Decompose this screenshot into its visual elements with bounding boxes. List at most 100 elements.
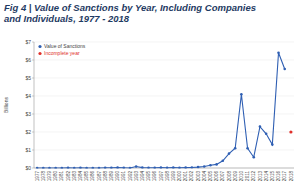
- x-tick-label: 1994: [140, 171, 145, 182]
- point: [98, 167, 101, 169]
- x-tick-label: 2006: [214, 171, 219, 182]
- x-tick-label: 2003: [196, 171, 201, 182]
- tick-label: $5: [25, 75, 31, 81]
- point: [178, 167, 181, 169]
- x-tick-label: 2001: [183, 171, 188, 182]
- x-tick-label: 1981: [59, 171, 64, 182]
- grid-line: [34, 132, 294, 133]
- x-tick-label: 1999: [171, 171, 176, 182]
- x-tick-label: 2002: [189, 171, 194, 182]
- x-tick-label: 2016: [276, 171, 281, 182]
- y-label: Billions: [3, 97, 9, 113]
- x-tick-label: 2008: [227, 171, 232, 182]
- title-line: Fig 4 | Value of Sanctions by Year, Incl…: [4, 2, 256, 13]
- point: [222, 160, 225, 163]
- point: [42, 167, 45, 169]
- point: [135, 165, 138, 168]
- title-line: and Individuals, 1977 - 2018: [4, 13, 130, 24]
- point: [122, 167, 125, 169]
- point: [246, 147, 249, 150]
- tick-label: $7: [25, 39, 31, 45]
- title: Fig 4 | Value of Sanctions by Year, Incl…: [4, 2, 256, 24]
- point: [79, 167, 82, 169]
- grid-line: [34, 96, 294, 97]
- x-tick-label: 2005: [208, 171, 213, 182]
- point: [141, 166, 144, 168]
- grid-line: [34, 114, 294, 115]
- x-tick-label: 1978: [41, 171, 46, 182]
- point: [240, 93, 243, 96]
- x-tick-label: 1980: [53, 171, 58, 182]
- chart: Fig 4 | Value of Sanctions by Year, Incl…: [0, 0, 300, 193]
- x-tick-label: 2017: [282, 171, 287, 182]
- x-tick-label: 2009: [233, 171, 238, 182]
- point: [147, 167, 150, 169]
- x-tick-label: 1983: [72, 171, 77, 182]
- point: [48, 167, 51, 169]
- point: [289, 130, 292, 133]
- x-tick-label: 1984: [78, 171, 83, 182]
- x-tick-label: 1979: [47, 171, 52, 182]
- point: [209, 164, 212, 167]
- x-tick-label: 1996: [152, 171, 157, 182]
- tick-label: $0: [25, 165, 31, 171]
- point: [215, 163, 218, 166]
- point: [277, 52, 280, 55]
- point: [203, 165, 206, 168]
- plot-area: [36, 52, 293, 169]
- point: [259, 125, 262, 128]
- point: [283, 68, 286, 71]
- point: [153, 167, 156, 169]
- point: [104, 167, 107, 169]
- x-tick-label: 2012: [251, 171, 256, 182]
- series-line: [37, 53, 285, 168]
- tick-label: $1: [25, 147, 31, 153]
- legend-label: Value of Sanctions: [44, 43, 86, 49]
- x-tick-label: 1988: [103, 171, 108, 182]
- x-tick-label: 1995: [146, 171, 151, 182]
- x-tick-label: 2004: [202, 171, 207, 182]
- x-tick-label: 1986: [90, 171, 95, 182]
- point: [234, 147, 237, 150]
- tick-label: $4: [25, 93, 31, 99]
- point: [73, 167, 76, 169]
- x-tick-label: 2018: [289, 171, 294, 182]
- x-tick-label: 2011: [245, 171, 250, 181]
- x-tick-label: 1998: [165, 171, 170, 182]
- tick-label: $6: [25, 57, 31, 63]
- tick-label: $2: [25, 129, 31, 135]
- tick-label: $3: [25, 111, 31, 117]
- point: [61, 167, 64, 169]
- point: [172, 166, 175, 168]
- x-tick-label: 1991: [121, 171, 126, 182]
- legend-marker: [38, 45, 41, 48]
- point: [160, 166, 163, 168]
- point: [54, 167, 57, 169]
- point: [228, 152, 231, 155]
- x-tick-label: 2010: [239, 171, 244, 182]
- x-tick-label: 2015: [270, 171, 275, 182]
- x-tick-label: 1993: [134, 171, 139, 182]
- point: [271, 143, 274, 146]
- point: [252, 156, 255, 159]
- point: [265, 133, 268, 136]
- point: [36, 167, 39, 169]
- x-tick-label: 2000: [177, 171, 182, 182]
- grid-line: [34, 78, 294, 79]
- x-tick-label: 2013: [258, 171, 263, 182]
- point: [92, 167, 95, 169]
- x-tick-label: 1982: [66, 171, 71, 182]
- point: [191, 166, 194, 168]
- point: [116, 166, 119, 168]
- x-tick-label: 1987: [97, 171, 102, 182]
- point: [129, 167, 132, 169]
- point: [184, 166, 187, 168]
- point: [197, 166, 200, 169]
- legend-marker: [38, 52, 41, 55]
- x-tick-label: 2014: [264, 171, 269, 182]
- x-tick-label: 1977: [35, 171, 40, 182]
- point: [85, 167, 88, 169]
- y-axis: [34, 42, 35, 168]
- x-tick-label: 1992: [128, 171, 133, 182]
- point: [67, 167, 70, 169]
